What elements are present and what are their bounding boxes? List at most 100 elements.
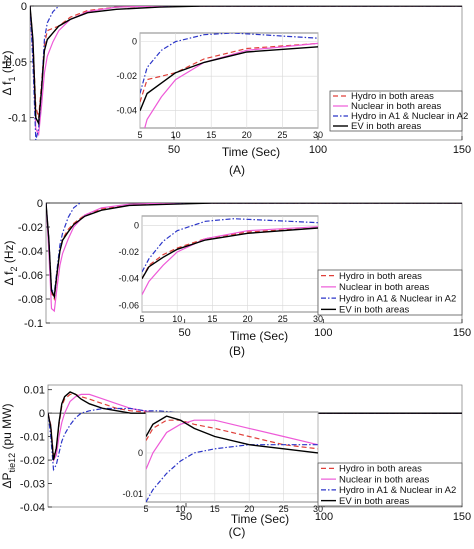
legend-entry-4: EV in both areas [351,121,421,132]
inset-series-line-2 [146,419,318,470]
inset-x-tick-label: 5 [139,314,144,324]
y-tick-label: -0.04 [20,502,45,514]
y-tick-label: 0 [39,408,45,420]
inset-y-tick-label: 0 [134,220,139,230]
y-axis-label-main: ΔP [0,472,14,488]
inset-series-line-3 [146,444,318,502]
x-tick-label: 150 [453,327,471,339]
y-axis-label: ΔPtie12 (pu MW) [0,404,17,489]
inset-x-tick-label: 30 [313,504,323,514]
legend-entry-1: Hydro in both areas [339,271,422,282]
legend-box [317,269,463,316]
inset-chart: 5 10 15 20 25 30 0 -0.02 -0.04 -0.06 [118,215,323,324]
x-tick-label: 100 [314,327,332,339]
inset-x-tick-label: 5 [143,504,148,514]
inset-x-tick-label: 30 [313,314,323,324]
y-tick-label: -0.01 [20,432,45,444]
legend-box [317,462,463,507]
y-tick-label: 0.01 [24,385,45,397]
inset-series-line-2 [142,226,318,295]
inset-frame [145,411,319,503]
inset-x-tick-label: 20 [243,314,253,324]
legend-entry-3: Hydro in A1 & Nuclear in A2 [339,485,456,496]
x-axis-label: Time (Sec) [230,329,288,343]
inset-series-line-2 [144,42,318,128]
y-tick-label: -0.02 [20,455,45,467]
inset-chart: 5 10 15 20 25 30 0 -0.02 -0.04 [116,32,323,140]
y-tick-label: -0.1 [24,318,43,330]
x-tick-label: 50 [179,327,191,339]
inset-series-line-1 [146,419,318,450]
main-series-line-2 [30,6,462,137]
y-tick-label: -0.04 [18,246,43,258]
x-axis-label: Time (Sec) [222,145,280,159]
inset-x-tick-label: 10 [171,130,181,140]
inset-x-tick-label: 15 [210,504,220,514]
inset-series-line-4 [140,46,318,111]
x-tick-label: 150 [453,144,471,156]
x-tick-label: 50 [168,144,180,156]
inset-series-line-3 [142,218,318,273]
x-tick-label: 150 [453,511,471,523]
y-axis-label: Δ f1 (Hz) [0,50,17,95]
inset-x-tick-label: 15 [207,314,217,324]
legend-entry-3: Hydro in A1 & Nuclear in A2 [351,111,468,122]
y-axis-label-unit: (Hz) [2,240,16,266]
y-axis-label-sub: 2 [9,266,19,271]
main-series-line-1 [30,6,462,118]
y-tick-label: -0.02 [18,222,43,234]
legend-entry-2: Nuclear in both areas [339,282,430,293]
main-series-line-1 [46,203,462,302]
x-tick-label: 100 [309,144,327,156]
inset-y-tick-label: -0.01 [122,489,143,499]
inset-x-tick-label: 25 [277,130,287,140]
inset-y-tick-label: 0 [132,37,137,47]
y-axis-label-main: Δ f [0,81,14,96]
inset-x-tick-label: 10 [175,504,185,514]
inset-y-tick-label: -0.06 [118,300,139,310]
inset-y-tick-label: 0 [138,448,143,458]
panel-caption: (A) [229,163,245,177]
inset-x-tick-label: 25 [279,504,289,514]
y-axis-label: Δ f2 (Hz) [2,240,19,285]
y-tick-label: -0.03 [20,479,45,491]
y-axis-label-main: Δ f [2,271,16,286]
y-tick-label: -0.06 [18,270,43,282]
legend-entry-2: Nuclear in both areas [339,474,430,485]
inset-series-line-3 [140,33,318,94]
inset-series-line-4 [142,227,318,280]
main-series-line-4 [30,6,462,126]
y-tick-label: -0.08 [18,294,43,306]
inset-x-tick-label: 30 [313,130,323,140]
panel-caption: (B) [229,344,245,358]
inset-series-line-4 [146,415,318,454]
main-series-line-2 [46,203,462,313]
y-tick-label: 0 [37,198,43,210]
inset-y-tick-label: -0.04 [116,106,137,116]
chart-panel-3: 0.01 0 -0.01 -0.02 -0.03 -0.04 50 100 150 5 10 15 20… [0,384,471,539]
x-tick-label: 100 [315,511,333,523]
inset-y-tick-label: -0.02 [116,71,137,81]
legend-entry-4: EV in both areas [339,305,409,316]
y-tick-label: -0.05 [2,57,27,69]
main-series-line-4 [46,203,462,300]
inset-frame [141,215,319,313]
inset-y-tick-label: -0.04 [118,274,139,284]
y-axis-label-unit: (pu MW) [0,404,14,453]
panel-caption: (C) [229,525,246,539]
main-series-line-3 [46,203,462,295]
inset-x-tick-label: 10 [172,314,182,324]
legend-box [329,90,463,132]
inset-x-tick-label: 20 [244,504,254,514]
y-tick-label: 0 [21,1,27,13]
legend-entry-2: Nuclear in both areas [351,101,442,112]
main-series-line-3 [30,6,462,140]
inset-x-tick-label: 25 [278,314,288,324]
x-axis-label: Time (Sec) [231,512,289,526]
y-tick-label: -0.1 [8,113,27,125]
